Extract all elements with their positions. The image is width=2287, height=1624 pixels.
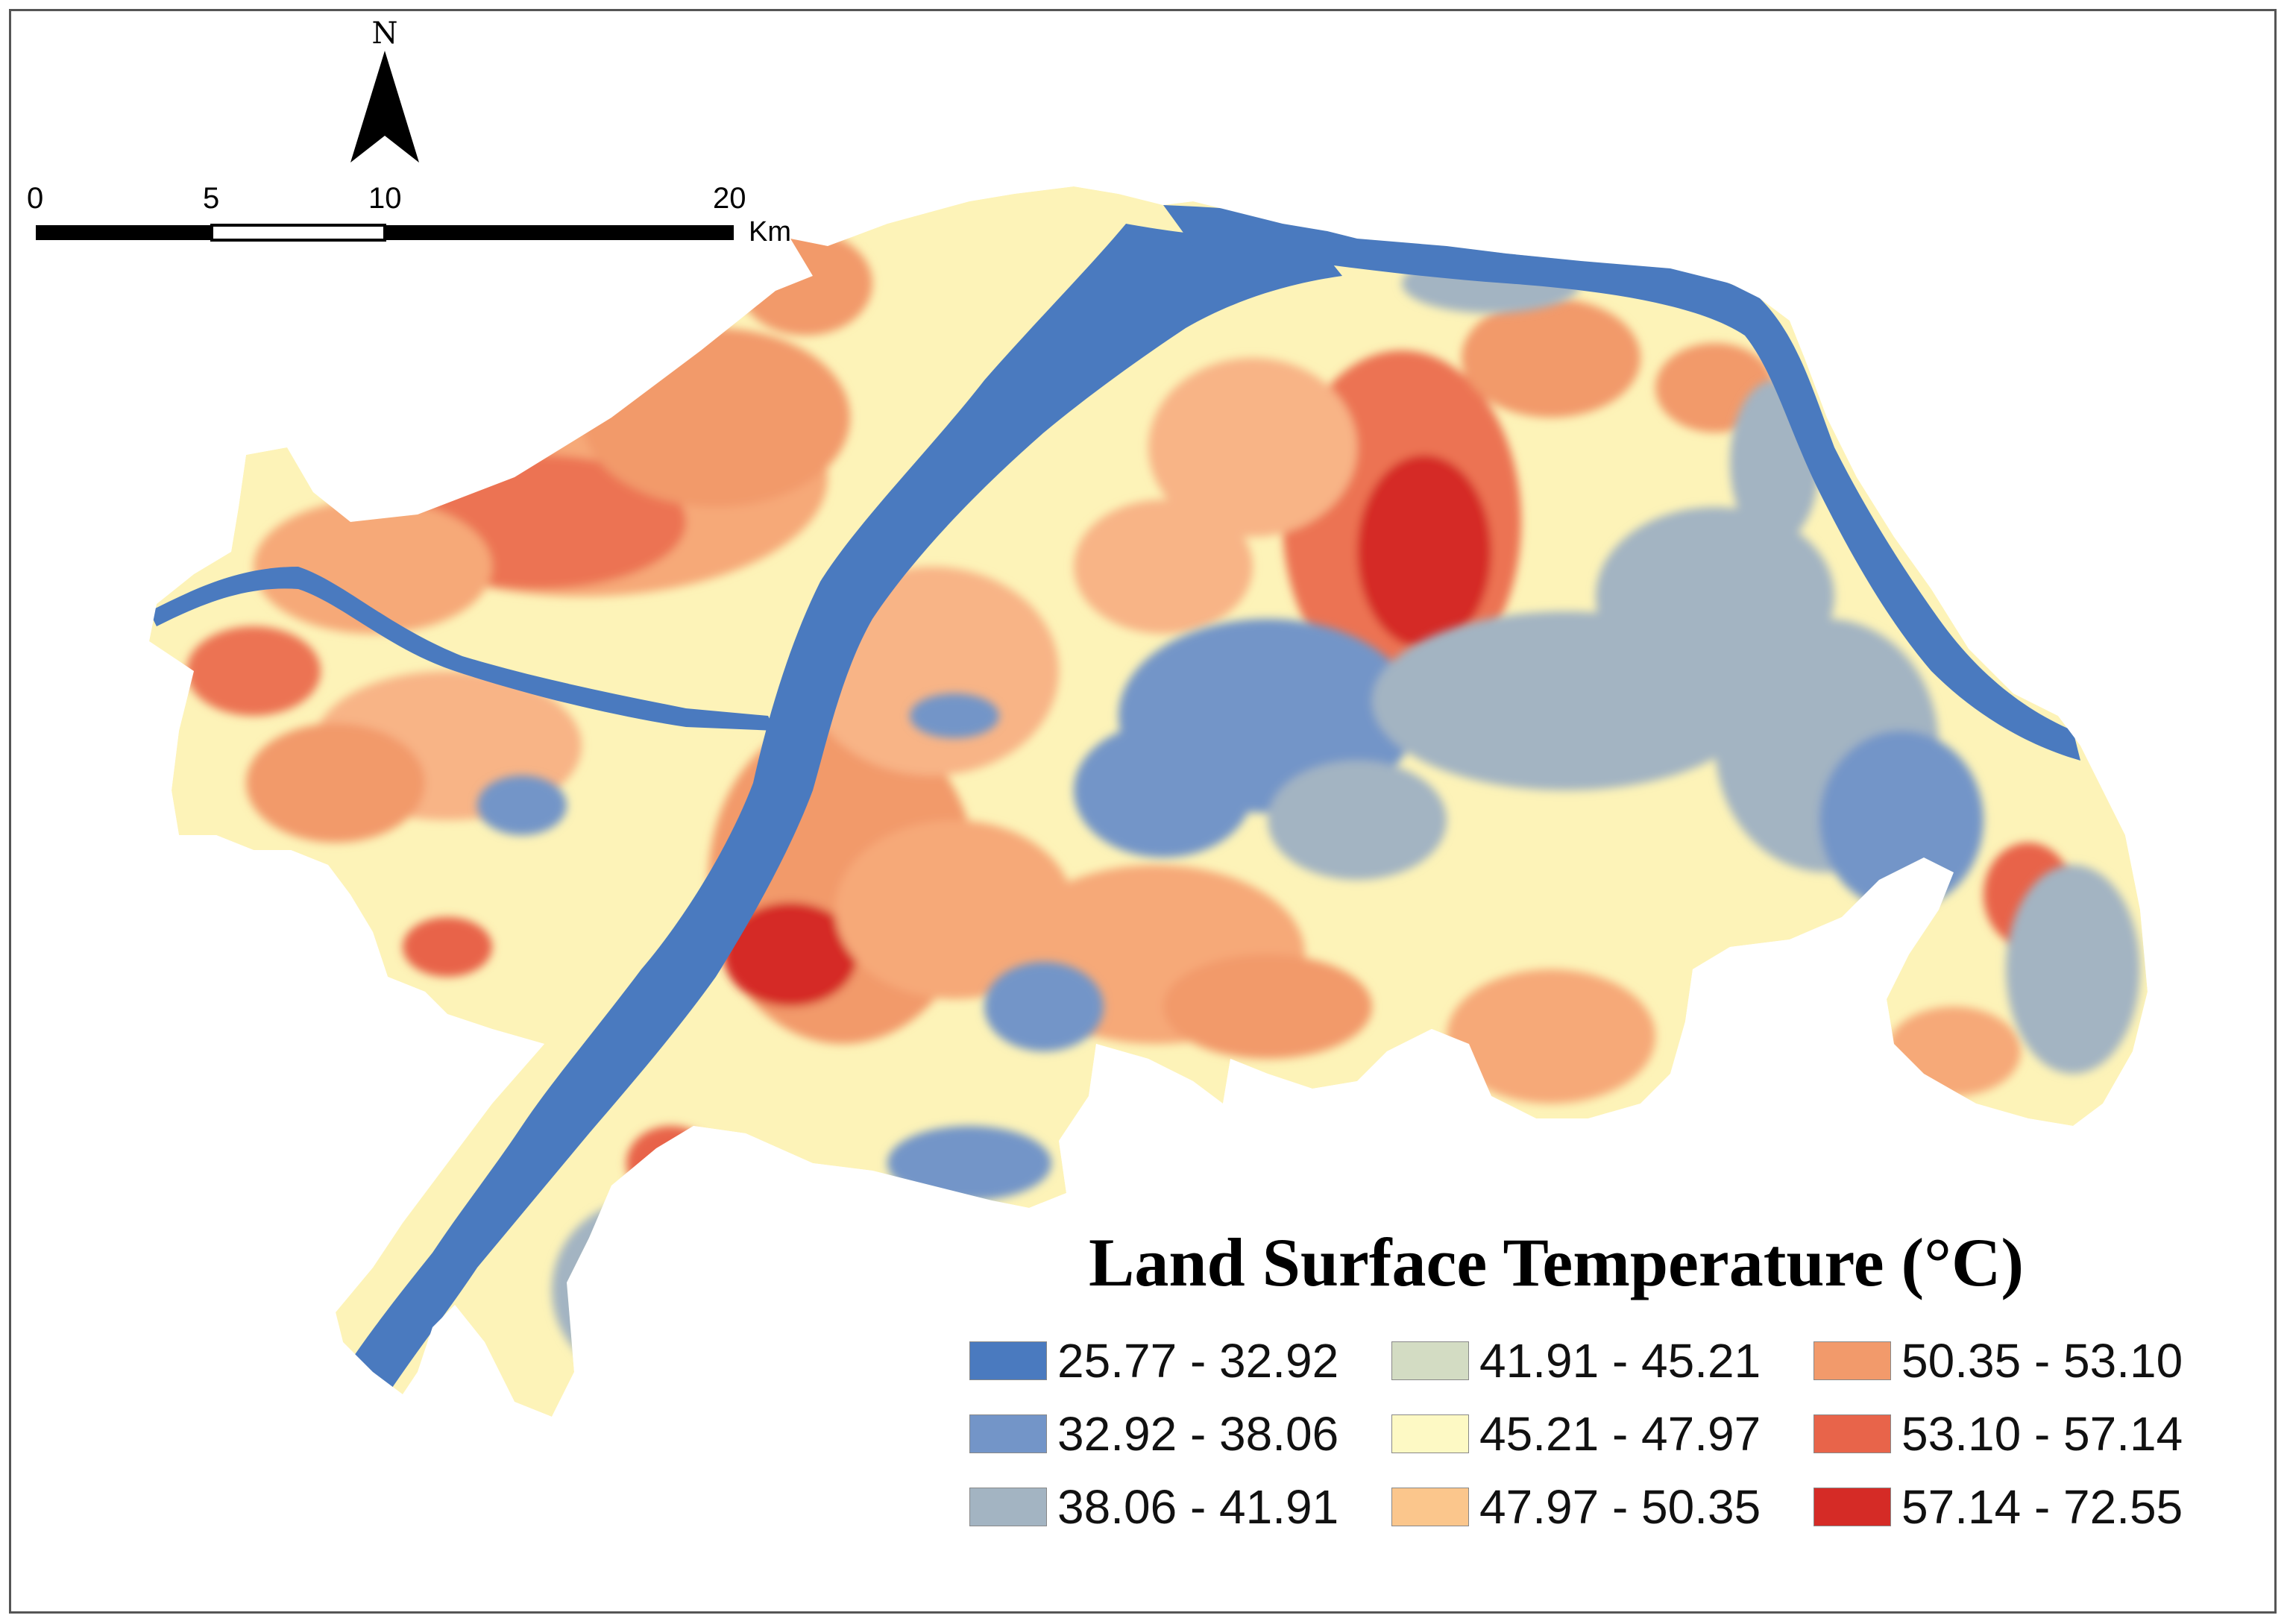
legend-label: 45.21 - 47.97 bbox=[1479, 1407, 1761, 1461]
legend-swatch bbox=[1391, 1414, 1469, 1453]
legend-swatch bbox=[1391, 1488, 1469, 1526]
legend-swatch bbox=[1813, 1341, 1891, 1380]
legend-item: 45.21 - 47.97 bbox=[1391, 1407, 1761, 1461]
legend-swatch bbox=[1391, 1341, 1469, 1380]
legend: 25.77 - 32.92 32.92 - 38.06 38.06 - 41.9… bbox=[969, 1334, 2237, 1558]
legend-title: Land Surface Temperature (°C) bbox=[1089, 1224, 2025, 1300]
legend-label: 41.91 - 45.21 bbox=[1479, 1334, 1761, 1388]
scale-tick-5: 5 bbox=[203, 182, 220, 215]
legend-item: 53.10 - 57.14 bbox=[1813, 1407, 2183, 1461]
scale-unit: Km bbox=[749, 216, 791, 248]
scale-tick-20: 20 bbox=[713, 182, 746, 215]
legend-label: 32.92 - 38.06 bbox=[1057, 1407, 1339, 1461]
legend-swatch bbox=[1813, 1414, 1891, 1453]
han-river bbox=[149, 567, 776, 731]
legend-item: 38.06 - 41.91 bbox=[969, 1480, 1339, 1534]
legend-item: 57.14 - 72.55 bbox=[1813, 1480, 2183, 1534]
north-arrow-icon bbox=[350, 51, 419, 163]
north-arrow-label: N bbox=[371, 16, 398, 51]
legend-item: 32.92 - 38.06 bbox=[969, 1407, 1339, 1461]
yangtze-river bbox=[343, 224, 1342, 1394]
warm-patches bbox=[186, 231, 2073, 1200]
legend-label: 57.14 - 72.55 bbox=[1901, 1480, 2183, 1534]
east-river bbox=[1163, 205, 2080, 761]
scale-tick-10: 10 bbox=[368, 182, 402, 215]
legend-swatch bbox=[969, 1488, 1047, 1526]
legend-label: 47.97 - 50.35 bbox=[1479, 1480, 1761, 1534]
legend-item: 50.35 - 53.10 bbox=[1813, 1334, 2183, 1388]
legend-label: 50.35 - 53.10 bbox=[1901, 1334, 2183, 1388]
legend-item: 41.91 - 45.21 bbox=[1391, 1334, 1761, 1388]
scale-tick-0: 0 bbox=[27, 182, 44, 215]
legend-item: 47.97 - 50.35 bbox=[1391, 1480, 1761, 1534]
legend-swatch bbox=[969, 1341, 1047, 1380]
legend-swatch bbox=[969, 1414, 1047, 1453]
legend-label: 38.06 - 41.91 bbox=[1057, 1480, 1339, 1534]
legend-item: 25.77 - 32.92 bbox=[969, 1334, 1339, 1388]
scale-bar bbox=[36, 224, 734, 242]
legend-label: 25.77 - 32.92 bbox=[1057, 1334, 1339, 1388]
legend-label: 53.10 - 57.14 bbox=[1901, 1407, 2183, 1461]
legend-swatch bbox=[1813, 1488, 1891, 1526]
